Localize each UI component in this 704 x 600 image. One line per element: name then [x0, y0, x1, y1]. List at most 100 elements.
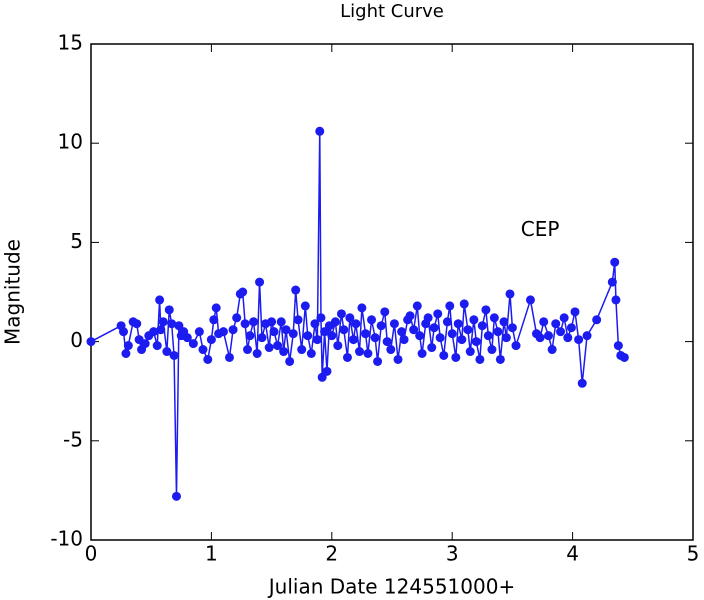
- data-point: [367, 315, 377, 325]
- data-point: [459, 299, 469, 309]
- y-tick-label: -10: [50, 527, 83, 551]
- data-point: [209, 315, 219, 325]
- data-point: [257, 333, 267, 343]
- data-point: [312, 335, 322, 345]
- data-point: [570, 307, 580, 317]
- data-point: [249, 317, 259, 327]
- data-point: [582, 331, 592, 341]
- data-point: [140, 339, 150, 349]
- data-point: [613, 341, 623, 351]
- data-point: [427, 343, 437, 353]
- chart-title: Light Curve: [340, 1, 444, 22]
- y-tick-label: 0: [70, 328, 83, 352]
- data-point: [327, 331, 337, 341]
- data-point: [481, 305, 491, 315]
- data-point: [336, 309, 346, 319]
- data-point: [293, 315, 303, 325]
- data-point: [228, 325, 238, 335]
- data-point: [423, 313, 433, 323]
- data-point: [499, 317, 509, 327]
- data-point: [507, 323, 517, 333]
- data-point: [475, 354, 485, 364]
- data-point: [357, 303, 367, 313]
- data-point: [433, 309, 443, 319]
- data-point: [345, 313, 355, 323]
- data-point: [471, 337, 481, 347]
- data-point: [361, 329, 371, 339]
- data-point: [162, 347, 172, 357]
- data-point: [132, 319, 142, 329]
- data-point: [592, 315, 602, 325]
- data-point: [489, 313, 499, 323]
- data-point: [269, 327, 279, 337]
- data-point: [380, 307, 390, 317]
- data-point: [317, 372, 327, 382]
- data-point: [281, 325, 291, 335]
- data-point: [152, 341, 162, 351]
- data-point: [435, 333, 445, 343]
- data-point: [354, 347, 364, 357]
- data-point: [243, 345, 253, 355]
- data-point: [255, 277, 265, 287]
- data-point: [211, 303, 221, 313]
- data-point: [399, 335, 409, 345]
- data-point: [405, 311, 415, 321]
- data-point: [240, 319, 250, 329]
- data-point: [389, 319, 399, 329]
- data-point: [224, 352, 234, 362]
- data-point: [121, 349, 131, 359]
- data-point: [232, 313, 242, 323]
- data-point: [288, 329, 298, 339]
- data-point: [174, 321, 184, 331]
- data-point: [465, 347, 475, 357]
- data-point: [300, 301, 310, 311]
- data-point: [610, 257, 620, 267]
- data-point: [559, 313, 569, 323]
- data-point: [167, 319, 177, 329]
- data-point: [245, 331, 255, 341]
- data-point: [279, 347, 289, 357]
- data-point: [158, 317, 168, 327]
- x-axis-label: Julian Date 124551000+: [267, 575, 515, 599]
- data-point: [306, 349, 316, 359]
- data-point: [155, 295, 165, 305]
- data-point: [619, 352, 629, 362]
- data-point: [505, 289, 515, 299]
- y-tick-label: 5: [70, 229, 83, 253]
- x-tick-label: 5: [687, 542, 700, 566]
- data-point: [182, 333, 192, 343]
- x-tick-label: 0: [85, 542, 98, 566]
- data-point: [156, 325, 166, 335]
- data-point: [171, 491, 181, 501]
- data-point: [310, 319, 320, 329]
- data-point: [351, 319, 361, 329]
- data-point: [483, 331, 493, 341]
- data-point: [363, 349, 373, 359]
- x-tick-label: 3: [446, 542, 459, 566]
- data-point: [566, 323, 576, 333]
- data-point: [525, 295, 535, 305]
- data-point: [320, 327, 330, 337]
- data-point: [397, 327, 407, 337]
- data-point: [551, 319, 561, 329]
- data-point: [198, 345, 208, 355]
- data-point: [611, 295, 621, 305]
- data-point: [556, 327, 566, 337]
- data-point: [453, 319, 463, 329]
- data-point: [477, 321, 487, 331]
- data-point: [563, 333, 573, 343]
- data-point: [607, 277, 617, 287]
- data-point: [501, 333, 511, 343]
- data-point: [203, 354, 213, 364]
- data-point: [285, 356, 295, 366]
- data-point: [333, 341, 343, 351]
- data-point: [487, 345, 497, 355]
- data-point: [429, 323, 439, 333]
- data-point: [417, 349, 427, 359]
- data-point: [539, 317, 549, 327]
- data-point: [495, 354, 505, 364]
- data-point: [386, 345, 396, 355]
- data-point: [469, 315, 479, 325]
- data-point: [463, 325, 473, 335]
